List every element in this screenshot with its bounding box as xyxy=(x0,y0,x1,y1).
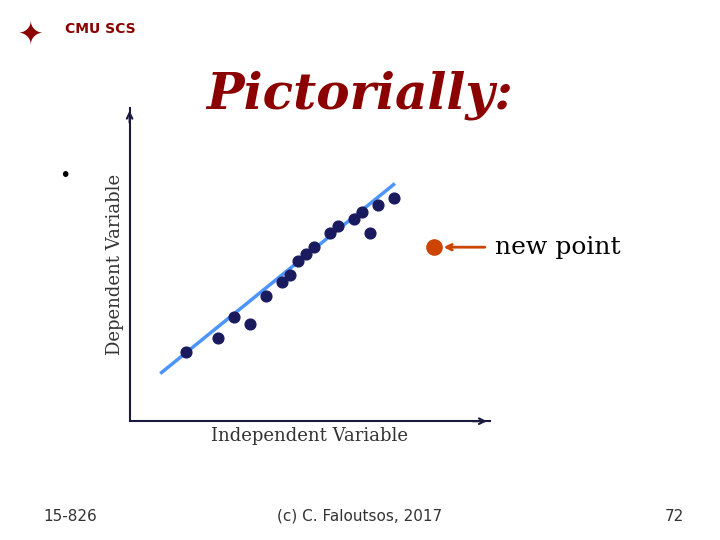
Text: ✦: ✦ xyxy=(18,20,43,49)
Point xyxy=(244,320,256,328)
Point xyxy=(292,257,303,266)
Point xyxy=(308,243,320,252)
Point xyxy=(276,278,287,286)
Text: •: • xyxy=(59,166,71,185)
Point xyxy=(260,292,271,300)
Point xyxy=(348,215,359,224)
Text: CMU SCS: CMU SCS xyxy=(65,22,135,36)
Point xyxy=(180,347,192,356)
Point xyxy=(356,208,367,217)
Point xyxy=(372,201,383,210)
Point xyxy=(324,229,336,238)
Point xyxy=(212,333,223,342)
Point xyxy=(284,271,295,279)
Point xyxy=(364,229,375,238)
Point xyxy=(300,250,311,259)
X-axis label: Independent Variable: Independent Variable xyxy=(211,427,408,445)
Point xyxy=(228,313,239,321)
Point xyxy=(428,243,439,252)
Text: new point: new point xyxy=(495,235,621,259)
Point xyxy=(332,222,343,231)
Text: 15-826: 15-826 xyxy=(43,509,97,524)
Text: (c) C. Faloutsos, 2017: (c) C. Faloutsos, 2017 xyxy=(277,509,443,524)
Text: 72: 72 xyxy=(665,509,684,524)
Text: Pictorially:: Pictorially: xyxy=(207,70,513,120)
Point xyxy=(388,194,400,203)
Y-axis label: Dependent Variable: Dependent Variable xyxy=(106,174,124,355)
